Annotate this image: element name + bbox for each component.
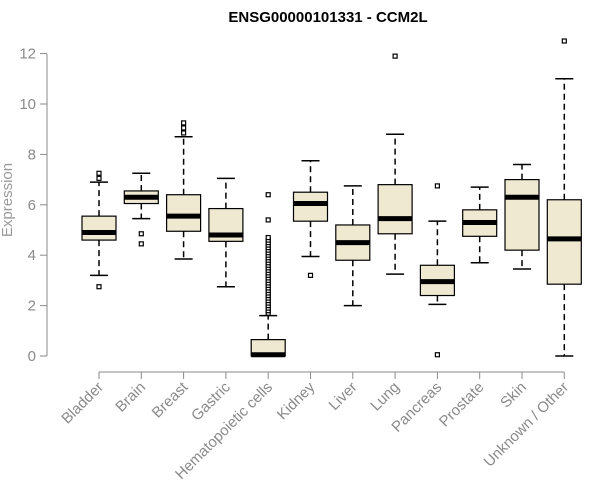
outlier-point	[96, 175, 102, 181]
x-tick-label: Skin	[497, 379, 530, 412]
iqr-box	[504, 179, 540, 251]
boxes-group	[81, 38, 582, 358]
outlier-point	[265, 217, 271, 223]
outlier-point	[434, 183, 440, 189]
outlier-point	[138, 231, 144, 237]
outlier-point	[96, 170, 102, 176]
y-tick-label: 12	[19, 46, 36, 63]
y-tick-label: 6	[28, 197, 36, 214]
outlier-point	[307, 272, 314, 278]
box-11	[546, 38, 582, 357]
iqr-box	[166, 194, 202, 232]
outlier-point	[181, 125, 187, 131]
outlier-point	[181, 120, 187, 126]
box-9	[462, 186, 498, 264]
box-8	[419, 183, 455, 358]
y-tick-label: 2	[28, 298, 36, 315]
y-axis: 0 2 4 6 8 10 12	[19, 46, 48, 365]
outlier-point	[96, 284, 102, 290]
iqr-box	[377, 184, 413, 235]
x-tick-label: Brain	[112, 379, 149, 416]
iqr-box	[546, 199, 582, 285]
iqr-box	[292, 191, 329, 222]
outlier-point	[561, 38, 567, 44]
box-2	[166, 120, 202, 260]
outlier-point	[392, 53, 398, 59]
outlier-point	[434, 352, 440, 358]
x-tick-label: Liver	[326, 379, 361, 414]
outlier-point	[181, 130, 187, 136]
y-tick-label: 10	[19, 96, 36, 113]
box-1	[123, 172, 159, 247]
outlier-point	[265, 192, 271, 198]
y-tick-label: 4	[28, 247, 36, 264]
outlier-point	[138, 241, 144, 247]
iqr-box	[81, 215, 117, 241]
box-5	[292, 159, 329, 278]
x-tick-label: Breast	[149, 378, 192, 421]
box-10	[504, 163, 540, 270]
box-4	[250, 192, 286, 358]
x-tick-label: Kidney	[274, 378, 319, 423]
x-tick-label: Lung	[367, 379, 403, 415]
y-tick-label: 8	[28, 146, 36, 163]
chart-title: ENSG00000101331 - CCM2L	[228, 9, 427, 26]
outlier-point	[265, 234, 271, 241]
box-6	[335, 185, 371, 307]
x-tick-label: Bladder	[58, 379, 107, 428]
y-tick-label: 0	[28, 348, 36, 365]
x-tick-label: Prostate	[436, 379, 488, 431]
box-7	[377, 53, 413, 275]
box-3	[208, 177, 244, 288]
y-axis-label: Expression	[0, 163, 16, 237]
box-0	[81, 170, 117, 290]
